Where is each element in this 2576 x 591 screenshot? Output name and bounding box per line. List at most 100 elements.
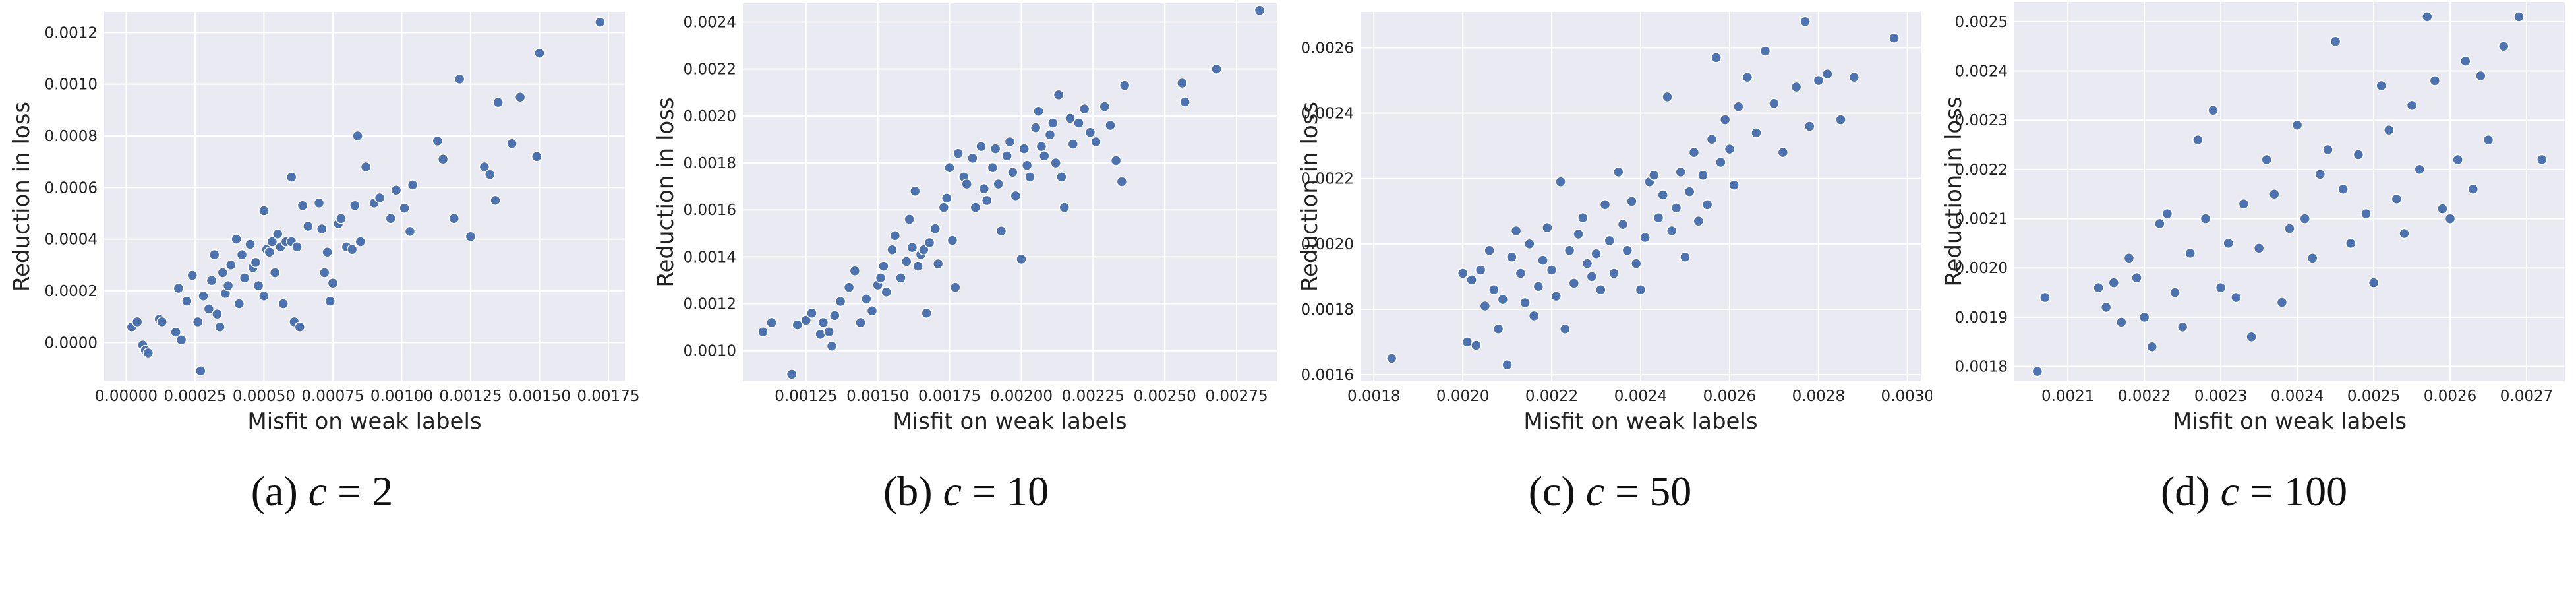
data-point — [1528, 310, 1540, 322]
y-tick-label: 0.0023 — [1955, 112, 2008, 129]
x-tick-label: 0.00150 — [846, 388, 909, 405]
data-point — [385, 213, 396, 224]
data-point — [1116, 176, 1128, 187]
data-point — [1484, 245, 1495, 257]
data-point — [1581, 258, 1593, 269]
data-point — [1635, 284, 1647, 296]
data-point — [448, 213, 460, 224]
caption-b: (b) c = 10 — [883, 468, 1049, 514]
data-point — [203, 303, 215, 315]
data-point — [1591, 248, 1602, 259]
data-point — [1586, 271, 1598, 282]
data-point — [1010, 190, 1021, 202]
y-tick-label: 0.0010 — [45, 77, 98, 94]
y-tick-label: 0.0024 — [1955, 63, 2008, 80]
data-point — [1724, 143, 1736, 155]
x-tick-labels: 0.00125 0.00150 0.00175 0.00200 0.00225 0.002… — [775, 388, 1268, 405]
data-point — [322, 246, 333, 258]
y-tick-label: 0.0018 — [1955, 359, 2008, 376]
data-point — [1675, 166, 1686, 178]
data-point — [352, 130, 363, 142]
data-point — [1719, 114, 1731, 125]
data-point — [2093, 282, 2104, 294]
data-point — [534, 47, 545, 59]
data-point — [465, 231, 477, 242]
y-tick-label: 0.0006 — [45, 179, 98, 197]
data-point — [1030, 122, 1041, 133]
x-tick-label: 0.0026 — [1703, 388, 1756, 405]
data-point — [855, 317, 866, 328]
y-tick-label: 0.0010 — [684, 343, 736, 360]
data-point — [1759, 46, 1771, 57]
data-point — [1510, 225, 1522, 237]
data-point — [1047, 117, 1059, 129]
data-point — [1033, 106, 1044, 117]
data-point — [250, 257, 262, 268]
data-point — [1599, 199, 1611, 210]
data-point — [912, 261, 923, 272]
data-point — [2498, 40, 2509, 52]
data-point — [1177, 77, 1188, 89]
data-point — [506, 138, 517, 149]
y-tick-label: 0.0022 — [1301, 171, 1354, 188]
data-point — [989, 143, 1001, 154]
y-tick-label: 0.0000 — [45, 334, 98, 352]
data-point — [1733, 101, 1744, 112]
data-point — [1506, 251, 1517, 263]
x-axis-label: Misfit on weak labels — [247, 408, 481, 435]
panel-b: 0.00125 0.00150 0.00175 0.00200 0.00225 0.002… — [644, 0, 1288, 591]
data-point — [404, 226, 416, 237]
data-point — [1090, 136, 1101, 148]
y-tick-label: 0.0018 — [684, 155, 736, 172]
x-tick-label: 0.00125 — [775, 388, 837, 405]
data-point — [952, 148, 964, 160]
data-point — [173, 282, 185, 294]
data-point — [2231, 292, 2242, 303]
data-point — [1537, 255, 1548, 266]
data-point — [1515, 268, 1527, 279]
panel-d: 0.0021 0.0022 0.0023 0.0024 0.0025 0.0026 0.00… — [1932, 0, 2576, 591]
data-point — [2299, 213, 2310, 224]
data-point — [291, 241, 303, 253]
data-point — [355, 236, 366, 247]
data-point — [1670, 202, 1682, 214]
data-point — [1564, 245, 1575, 257]
data-point — [324, 296, 336, 307]
data-point — [2406, 100, 2418, 111]
data-point — [266, 236, 278, 247]
y-tick-label: 0.0022 — [684, 61, 736, 78]
data-point — [995, 225, 1007, 237]
data-point — [861, 294, 872, 305]
data-point — [2337, 183, 2349, 195]
data-point — [1533, 281, 1544, 292]
data-point — [2444, 213, 2456, 224]
data-point — [437, 153, 449, 165]
data-point — [2177, 321, 2188, 333]
data-point — [1119, 80, 1130, 91]
data-point — [944, 162, 955, 173]
data-point — [2368, 277, 2380, 288]
data-point — [1573, 228, 1584, 240]
caption-c-value: 10 — [1007, 468, 1049, 514]
data-point — [187, 270, 198, 281]
data-point — [1822, 68, 1833, 80]
data-point — [2215, 282, 2227, 294]
y-tick-label: 0.0020 — [1301, 236, 1354, 253]
data-point — [895, 272, 906, 284]
x-tick-label: 0.00075 — [301, 388, 364, 405]
data-point — [374, 192, 386, 204]
data-point — [1813, 75, 1825, 86]
data-point — [932, 258, 944, 270]
data-point — [531, 151, 542, 162]
x-axis-label: Misfit on weak labels — [893, 408, 1127, 435]
data-point — [2475, 70, 2486, 82]
panel-a: 0.00000 0.00025 0.00050 0.00075 0.00100 0.001… — [0, 0, 644, 591]
y-tick-label: 0.0016 — [684, 202, 736, 219]
data-point — [1471, 340, 1482, 351]
x-tick-label: 0.0021 — [2041, 388, 2094, 405]
data-point — [514, 91, 526, 103]
x-axis-label: Misfit on weak labels — [1523, 408, 1757, 435]
data-point — [239, 272, 250, 284]
data-point — [1848, 71, 1860, 83]
data-point — [1073, 117, 1084, 129]
